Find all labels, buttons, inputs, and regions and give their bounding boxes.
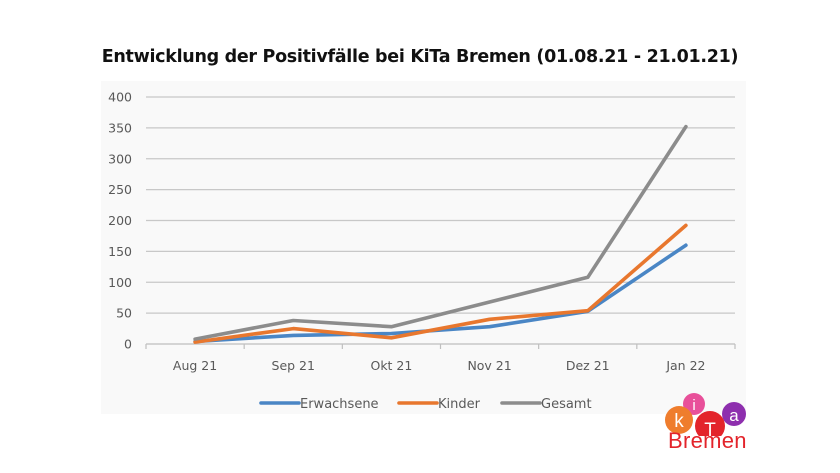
line-chart: 0 50 100 150 200 250 300 350 400 Aug 21 Sep 21 Okt…	[108, 90, 736, 412]
logo-circle-k	[665, 406, 693, 434]
logo-circles: k i T a	[665, 393, 746, 436]
y-axis-ticks: 0 50 100 150 200 250 300 350 400	[108, 90, 132, 352]
y-tick-label: 150	[108, 244, 132, 259]
kita-bremen-logo: k i T a Bremen	[664, 392, 756, 458]
logo-letter-t: T	[704, 420, 716, 436]
y-tick-label: 250	[108, 182, 132, 197]
x-tick-label: Nov 21	[467, 358, 511, 373]
series-line-gesamt	[193, 124, 688, 341]
y-tick-label: 0	[124, 337, 132, 352]
y-tick-label: 50	[116, 306, 132, 321]
y-tick-label: 350	[108, 120, 132, 135]
x-axis-ticks: Aug 21 Sep 21 Okt 21 Nov 21 Dez 21 Jan 22	[173, 358, 706, 373]
logo-circle-t	[695, 411, 725, 436]
legend-label: Gesamt	[541, 397, 592, 412]
x-tick-label: Sep 21	[272, 358, 315, 373]
chart-area: 0 50 100 150 200 250 300 350 400 Aug 21 Sep 21 Okt…	[101, 81, 746, 414]
logo-wordmark: Bremen	[668, 428, 747, 453]
logo-circle-i	[683, 393, 705, 415]
y-tick-label: 300	[108, 151, 132, 166]
legend-label: Erwachsene	[300, 397, 379, 412]
series-line-kinder	[193, 223, 688, 344]
y-tick-label: 400	[108, 90, 132, 105]
logo-letter-k: k	[674, 411, 684, 432]
legend: Erwachsene Kinder Gesamt	[259, 397, 592, 412]
logo-circle-a	[722, 402, 746, 426]
legend-label: Kinder	[438, 397, 481, 412]
chart-title: Entwicklung der Positivfälle bei KiTa Br…	[101, 47, 739, 67]
series-lines	[193, 124, 688, 344]
gridlines	[146, 96, 735, 314]
x-tick-label: Dez 21	[566, 358, 610, 373]
y-tick-label: 100	[108, 275, 132, 290]
x-tick-label: Okt 21	[370, 358, 412, 373]
logo-letter-i: i	[692, 397, 695, 414]
x-tick-label: Aug 21	[173, 358, 217, 373]
logo-letter-a: a	[729, 406, 739, 425]
y-tick-label: 200	[108, 213, 132, 228]
x-tick-label: Jan 22	[665, 358, 705, 373]
x-axis	[145, 343, 736, 349]
